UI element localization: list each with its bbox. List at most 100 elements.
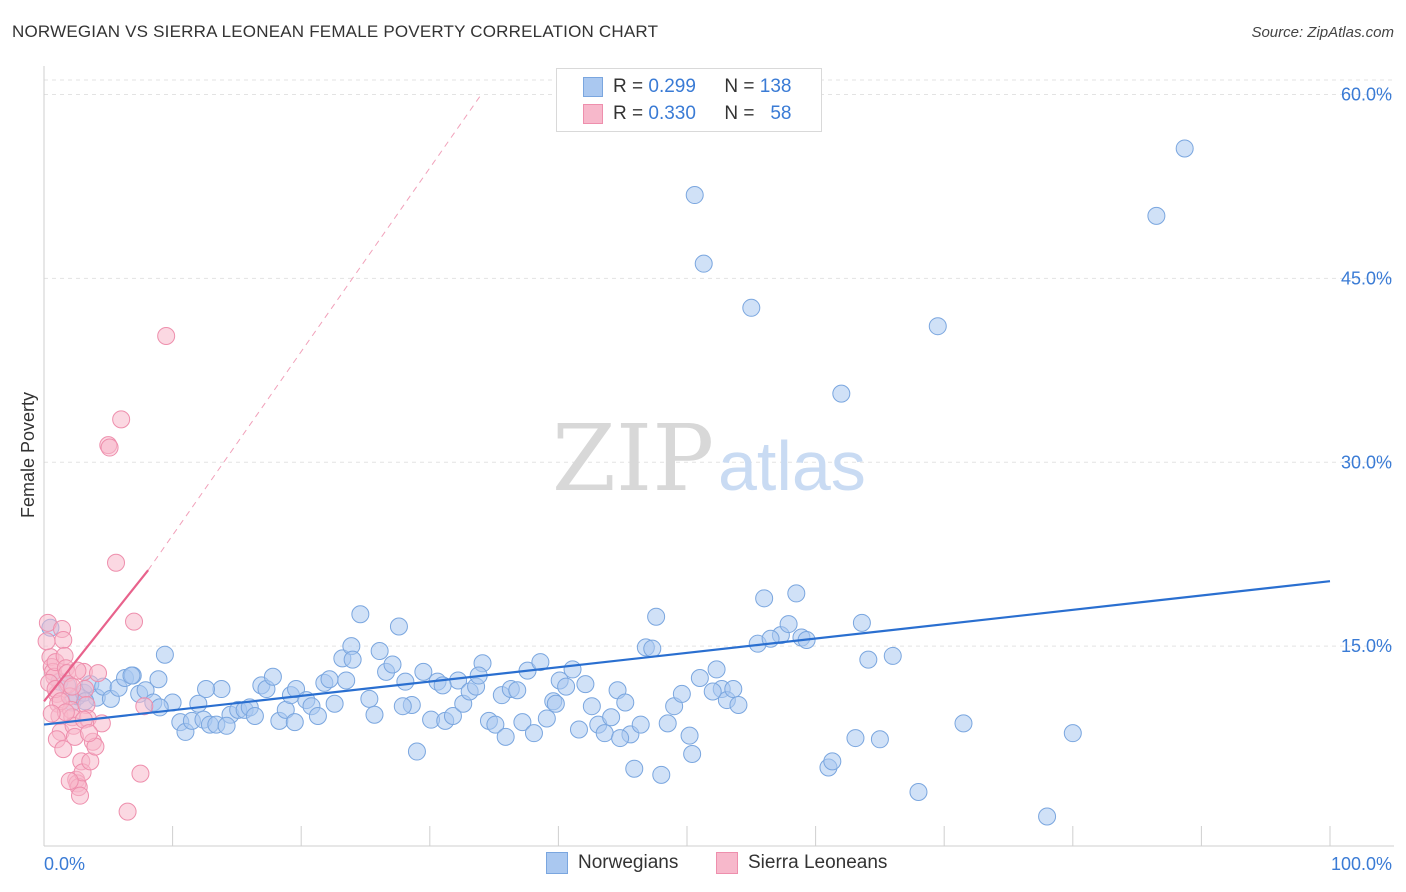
data-point-norwegians (396, 672, 415, 691)
data-point-norwegians (343, 650, 362, 669)
data-point-norwegians (616, 693, 635, 712)
grid-lines (44, 79, 1394, 647)
data-point-norwegians (832, 384, 851, 403)
data-point-norwegians (155, 645, 174, 664)
data-point-norwegians (1038, 807, 1057, 826)
data-point-sierra-leoneans (107, 553, 126, 572)
data-point-norwegians (658, 714, 677, 733)
data-point-sierra-leoneans (71, 786, 90, 805)
data-point-norwegians (337, 671, 356, 690)
data-point-norwegians (531, 653, 550, 672)
legend-item-norwegians[interactable]: Norwegians (546, 852, 678, 874)
legend-label: Norwegians (578, 852, 679, 873)
y-tick-label: 45.0% (1341, 268, 1392, 288)
data-point-norwegians (370, 642, 389, 661)
data-point-norwegians (149, 670, 168, 689)
legend-r-label: R = (613, 103, 644, 124)
data-point-sierra-leoneans (80, 724, 99, 743)
data-point-sierra-leoneans (54, 740, 73, 759)
data-point-sierra-leoneans (125, 612, 144, 631)
y-tick-labels: 15.0% 30.0% 45.0% 60.0% (1341, 85, 1392, 657)
data-point-norwegians (1063, 724, 1082, 743)
data-point-sierra-leoneans (157, 327, 176, 345)
data-point-norwegians (928, 317, 947, 336)
data-point-norwegians (883, 646, 902, 665)
data-point-norwegians (643, 639, 662, 658)
data-point-norwegians (576, 675, 595, 694)
data-point-norwegians (652, 765, 671, 784)
y-tick-label: 15.0% (1341, 636, 1392, 656)
data-point-norwegians (1175, 139, 1194, 158)
legend-item-sierra-leoneans[interactable]: Sierra Leoneans (716, 852, 887, 874)
chart-title: NORWEGIAN VS SIERRA LEONEAN FEMALE POVER… (12, 22, 659, 41)
data-point-norwegians (537, 709, 556, 728)
data-point-norwegians (365, 705, 384, 724)
sierra-leoneans-swatch (716, 852, 738, 874)
data-point-norwegians (122, 666, 141, 685)
data-point-sierra-leoneans (60, 771, 79, 790)
data-point-norwegians (870, 730, 889, 749)
trend-lines (43, 94, 1331, 726)
legend-n-value: 138 (759, 76, 792, 97)
sierra-leoneans-points (37, 327, 176, 821)
legend-label: Sierra Leoneans (748, 852, 888, 873)
data-point-norwegians (360, 689, 379, 708)
data-point-norwegians (245, 707, 264, 725)
data-point-norwegians (389, 617, 408, 636)
data-point-sierra-leoneans (131, 764, 150, 783)
data-point-norwegians (611, 729, 630, 748)
data-point-norwegians (1147, 206, 1166, 225)
data-point-sierra-leoneans (135, 697, 154, 716)
data-point-sierra-leoneans (118, 802, 137, 821)
data-point-norwegians (414, 662, 433, 681)
data-point-norwegians (383, 655, 402, 674)
legend-n-value: 58 (770, 103, 792, 124)
data-point-norwegians (755, 589, 774, 608)
data-point-norwegians (680, 726, 699, 745)
data-point-norwegians (724, 680, 743, 699)
data-point-norwegians (486, 715, 505, 734)
data-point-norwegians (320, 670, 339, 689)
data-point-norwegians (582, 697, 601, 716)
data-point-sierra-leoneans (112, 410, 131, 429)
data-point-norwegians (325, 694, 344, 713)
data-point-sierra-leoneans (37, 632, 56, 651)
data-point-norwegians (685, 186, 704, 205)
sierra-leoneans-swatch (583, 104, 603, 124)
x-tick-labels: 0.0% 100.0% (44, 854, 1392, 874)
data-point-norwegians (197, 680, 216, 699)
data-point-norwegians (407, 742, 426, 761)
data-point-norwegians (263, 667, 282, 686)
data-point-norwegians (690, 669, 709, 687)
data-point-norwegians (703, 682, 722, 701)
y-tick-label: 60.0% (1341, 85, 1392, 105)
series-legend: Norwegians Sierra Leoneans (0, 852, 1406, 878)
data-point-norwegians (563, 660, 582, 679)
x-tick-label: 100.0% (1331, 854, 1392, 874)
trend-line-sierra-leoneans (43, 569, 150, 702)
legend-row-norwegians: R = 0.299 N = 138 (583, 76, 791, 98)
data-point-norwegians (308, 707, 327, 725)
legend-n-label: N = (724, 76, 755, 97)
norwegians-swatch (583, 77, 603, 97)
data-point-norwegians (443, 707, 462, 725)
chart-source: Source: ZipAtlas.com (1251, 24, 1394, 41)
data-point-norwegians (602, 708, 621, 727)
data-point-sierra-leoneans (54, 631, 73, 649)
data-point-norwegians (524, 724, 543, 743)
data-point-norwegians (846, 729, 865, 748)
data-point-norwegians (779, 615, 798, 634)
data-point-sierra-leoneans (42, 704, 61, 723)
data-point-norwegians (508, 681, 527, 700)
data-point-sierra-leoneans (100, 438, 119, 457)
data-point-norwegians (742, 298, 761, 317)
norwegians-swatch (546, 852, 568, 874)
legend-r-value: 0.299 (648, 76, 696, 97)
data-point-norwegians (351, 605, 370, 624)
data-point-norwegians (546, 694, 565, 713)
watermark-zip: ZIP (552, 405, 714, 512)
legend-row-sierra-leoneans: R = 0.330 N = 58 (583, 103, 791, 125)
data-point-sierra-leoneans (63, 677, 82, 696)
data-point-norwegians (212, 680, 231, 699)
data-point-norwegians (852, 613, 871, 632)
